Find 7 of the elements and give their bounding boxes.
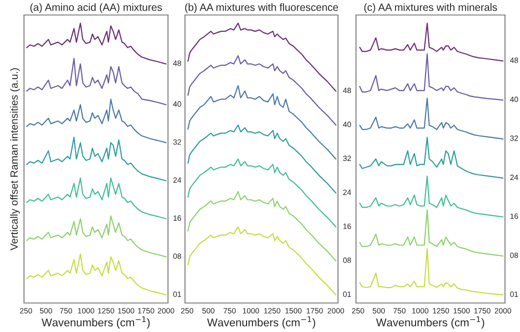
chart-title: (c) AA mixtures with minerals xyxy=(364,3,497,13)
chart-title: (b) AA mixtures with fluorescence xyxy=(185,3,338,13)
x-axis-title: Wavenumbers (cm$^{−1}$) xyxy=(42,316,150,329)
x-axis-title: Wavenumbers (cm$^{−1}$) xyxy=(207,316,316,329)
y-axis-title: Vertically offset Raman intensities (a.u.) xyxy=(10,68,20,250)
chart-title: (a) Amino acid (AA) mixtures xyxy=(30,3,162,13)
x-axis-title: Wavenumbers (cm$^{−1}$) xyxy=(376,316,484,329)
